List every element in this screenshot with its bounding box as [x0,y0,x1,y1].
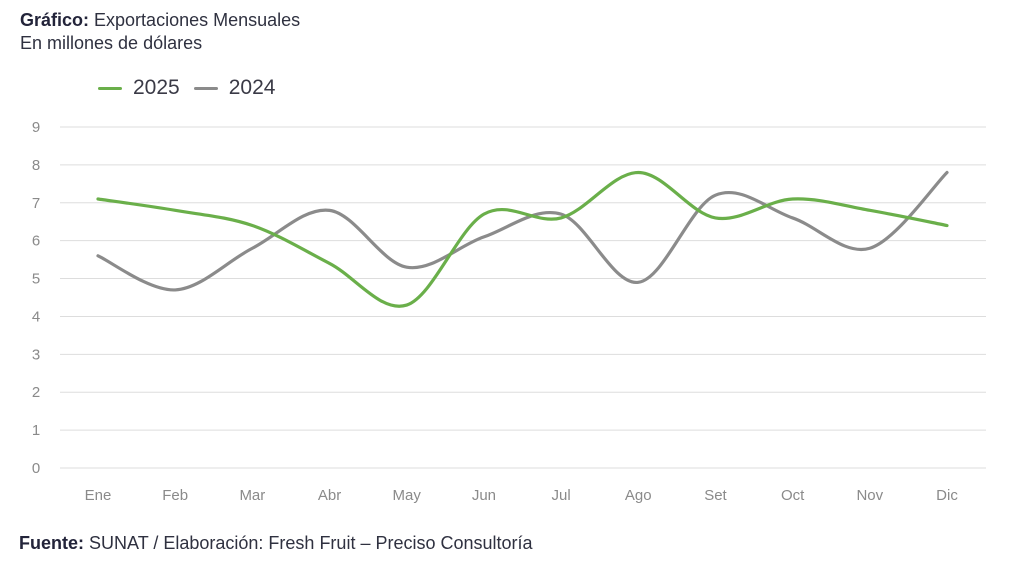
x-tick-label-set: Set [704,487,727,504]
chart-subtitle: En millones de dólares [20,33,203,53]
y-tick-label-8: 8 [32,157,40,174]
y-tick-label-9: 9 [32,119,40,136]
chart-header: Gráfico: Exportaciones Mensuales En mill… [20,9,300,55]
chart-title-text: Exportaciones Mensuales [94,10,301,30]
chart-legend: 2025 2024 [98,76,289,100]
y-tick-label-5: 5 [32,271,40,288]
y-tick-label-3: 3 [32,346,40,363]
x-tick-label-ene: Ene [85,487,112,504]
y-tick-label-4: 4 [32,308,40,325]
source-label: Fuente: [19,533,84,553]
legend-swatch-2025 [98,86,122,90]
x-tick-label-abr: Abr [318,487,341,504]
y-tick-label-6: 6 [32,233,40,250]
x-tick-label-mar: Mar [239,487,265,504]
series-line-2024 [96,170,949,292]
x-tick-label-feb: Feb [162,487,188,504]
source-text: SUNAT / Elaboración: Fresh Fruit – Preci… [89,533,533,553]
y-tick-label-2: 2 [32,384,40,401]
legend-label-2025: 2025 [133,76,180,99]
chart-title-label: Gráfico: [20,10,90,30]
legend-item-2025: 2025 [98,76,180,100]
legend-label-2024: 2024 [228,76,276,99]
legend-item-2024: 2024 [193,76,276,100]
y-tick-label-0: 0 [32,460,40,477]
x-tick-label-nov: Nov [856,487,883,504]
x-tick-label-oct: Oct [781,487,805,504]
x-tick-label-jul: Jul [551,487,570,504]
series-line-2025 [96,170,949,308]
chart-footer: Fuente: SUNAT / Elaboración: Fresh Fruit… [19,533,533,554]
legend-swatch-2024 [193,86,218,90]
x-tick-label-jun: Jun [472,487,496,504]
x-tick-label-ago: Ago [625,487,652,504]
x-tick-label-may: May [393,487,422,504]
y-tick-label-1: 1 [32,422,40,439]
x-tick-label-dic: Dic [936,487,958,504]
chart-title: Gráfico: Exportaciones Mensuales [20,9,300,32]
y-tick-label-7: 7 [32,195,40,212]
